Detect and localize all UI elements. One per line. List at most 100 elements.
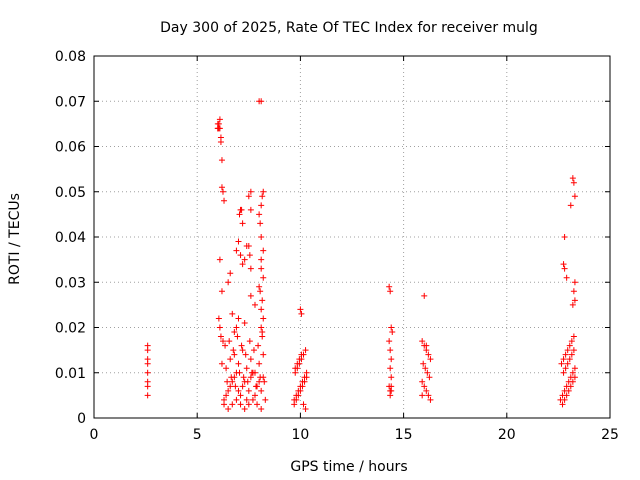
data-point xyxy=(257,220,264,227)
data-point xyxy=(231,351,238,358)
data-point xyxy=(303,369,310,376)
data-point xyxy=(259,297,266,304)
data-point xyxy=(387,288,394,295)
data-point xyxy=(424,369,431,376)
x-tick-label: 15 xyxy=(395,427,413,443)
data-point xyxy=(260,315,267,322)
data-point xyxy=(226,338,233,345)
data-point xyxy=(560,261,567,268)
data-point xyxy=(569,301,576,308)
data-point xyxy=(239,383,246,390)
data-point xyxy=(218,157,225,164)
data-point xyxy=(561,234,568,240)
data-point xyxy=(423,387,430,394)
data-point xyxy=(571,279,578,286)
data-point xyxy=(227,270,234,277)
x-tick-label: 5 xyxy=(193,427,202,443)
data-point xyxy=(300,401,307,408)
data-point xyxy=(254,401,261,408)
data-point xyxy=(225,405,232,412)
data-point xyxy=(558,360,565,367)
data-point xyxy=(241,319,248,326)
data-point xyxy=(571,193,578,200)
data-point xyxy=(569,369,576,376)
data-point xyxy=(246,338,253,345)
data-point xyxy=(257,374,264,381)
data-point xyxy=(221,401,228,408)
data-point xyxy=(243,396,250,403)
data-point xyxy=(239,347,246,354)
data-point xyxy=(223,392,230,399)
data-point xyxy=(251,301,258,308)
data-point xyxy=(237,401,244,408)
data-point xyxy=(248,369,255,376)
y-axis-label: ROTI / TECUs xyxy=(7,193,23,285)
data-point xyxy=(250,347,257,354)
data-point xyxy=(295,387,302,394)
data-point xyxy=(259,329,266,336)
x-tick-label: 10 xyxy=(291,427,309,443)
data-point xyxy=(291,396,298,403)
data-point xyxy=(560,356,567,363)
data-point xyxy=(144,392,151,399)
data-point xyxy=(421,383,428,390)
data-point xyxy=(559,401,566,408)
data-point xyxy=(563,274,570,281)
data-point xyxy=(426,374,433,381)
data-point xyxy=(233,396,240,403)
data-point xyxy=(258,306,265,313)
data-point xyxy=(217,333,224,340)
data-point xyxy=(571,374,578,381)
y-tick-label: 0.04 xyxy=(55,230,86,246)
data-point xyxy=(298,310,305,317)
data-point xyxy=(570,179,577,186)
data-point xyxy=(144,347,151,354)
data-point xyxy=(570,288,577,295)
data-point xyxy=(260,247,267,254)
data-point xyxy=(560,369,567,376)
data-point xyxy=(229,310,236,317)
y-tick-label: 0.03 xyxy=(55,275,86,291)
data-point xyxy=(253,383,260,390)
data-point xyxy=(420,360,427,367)
data-point xyxy=(218,184,225,191)
data-point xyxy=(567,202,574,209)
data-point xyxy=(244,378,251,385)
data-point xyxy=(238,206,245,213)
data-point xyxy=(217,134,224,141)
data-point xyxy=(258,256,265,263)
data-point xyxy=(239,261,246,268)
data-point xyxy=(236,369,243,376)
data-point xyxy=(427,356,434,363)
data-point xyxy=(256,360,263,367)
data-point xyxy=(216,256,223,263)
data-point xyxy=(258,387,265,394)
data-point xyxy=(247,265,254,272)
data-point xyxy=(256,283,263,290)
data-point xyxy=(297,383,304,390)
data-point xyxy=(564,347,571,354)
data-point xyxy=(216,324,223,331)
data-point xyxy=(258,202,265,209)
data-point xyxy=(258,265,265,272)
data-point xyxy=(221,197,228,204)
data-point xyxy=(292,365,299,372)
data-point xyxy=(564,360,571,367)
data-point xyxy=(561,396,568,403)
data-point xyxy=(247,188,254,195)
data-point xyxy=(388,383,395,390)
data-point xyxy=(144,369,151,376)
data-point xyxy=(239,220,246,227)
data-point xyxy=(249,396,256,403)
data-point xyxy=(388,324,395,331)
data-point xyxy=(227,356,234,363)
data-point xyxy=(562,351,569,358)
data-point xyxy=(386,338,393,345)
data-point xyxy=(570,347,577,354)
data-point xyxy=(247,292,254,299)
x-tick-label: 25 xyxy=(601,427,619,443)
data-point xyxy=(144,360,151,367)
data-point xyxy=(235,360,242,367)
x-tick-label: 20 xyxy=(498,427,516,443)
